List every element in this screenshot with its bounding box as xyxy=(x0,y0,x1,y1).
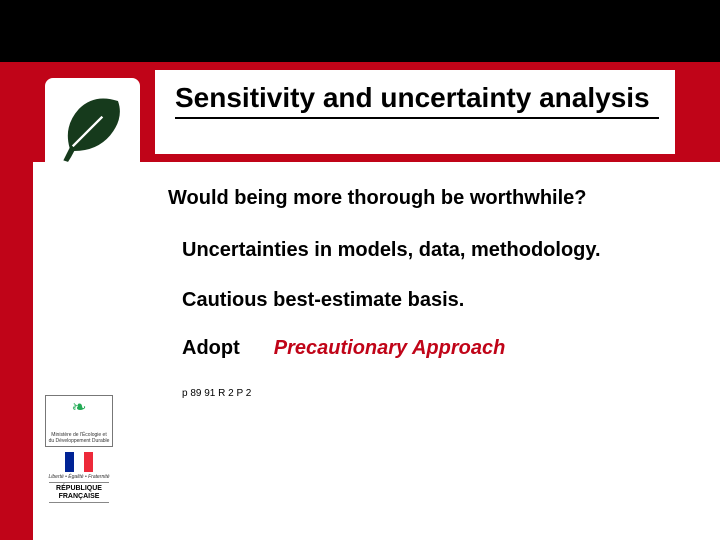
precautionary-text: Precautionary Approach xyxy=(274,337,506,360)
republique-francaise-logo: Liberté • Égalité • Fraternité RÉPUBLIQU… xyxy=(45,452,113,512)
rf-motto: Liberté • Égalité • Fraternité xyxy=(48,474,109,480)
question-text: Would being more thorough be worthwhile? xyxy=(168,185,668,211)
adopt-row: Adopt Precautionary Approach xyxy=(182,337,668,360)
bullet-2: Cautious best-estimate basis. xyxy=(182,287,668,313)
leaf-icon xyxy=(54,87,132,165)
slide-title: Sensitivity and uncertainty analysis xyxy=(175,80,659,119)
ministry-text: Ministère de l'Écologie et du Développem… xyxy=(48,432,110,444)
adopt-label: Adopt xyxy=(182,337,240,360)
sidebar-red-strip xyxy=(0,162,33,540)
tricolor-icon xyxy=(65,452,93,472)
tree-icon: ❧ xyxy=(48,398,110,416)
rf-name: RÉPUBLIQUE FRANÇAISE xyxy=(49,482,109,503)
bullet-1: Uncertainties in models, data, methodolo… xyxy=(182,237,668,263)
page-code: p 89 91 R 2 P 2 xyxy=(182,388,668,399)
title-container: Sensitivity and uncertainty analysis xyxy=(155,70,675,154)
content-area: Would being more thorough be worthwhile?… xyxy=(168,185,668,399)
header-black-bar xyxy=(0,0,720,62)
ministry-logo: ❧ Ministère de l'Écologie et du Développ… xyxy=(45,395,113,447)
leaf-badge xyxy=(45,78,140,173)
